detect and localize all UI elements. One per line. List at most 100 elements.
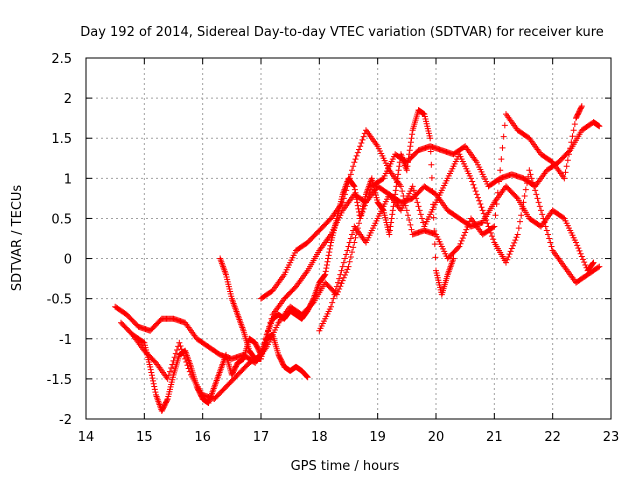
data-point [386, 231, 393, 238]
data-point [463, 226, 470, 233]
data-point [574, 242, 581, 249]
data-point [493, 201, 500, 208]
y-tick-label: 2.5 [51, 52, 72, 67]
data-point [356, 220, 362, 227]
data-point [345, 179, 352, 186]
data-point [519, 205, 526, 212]
data-point [304, 374, 311, 381]
data-point [408, 226, 415, 233]
data-point [323, 265, 330, 272]
data-point [140, 338, 147, 345]
data-point [582, 261, 589, 268]
data-point [492, 212, 499, 219]
y-tick-label: 0.5 [51, 212, 72, 227]
data-point [354, 199, 361, 206]
data-point [524, 180, 530, 187]
data-point [323, 261, 330, 268]
data-point [147, 366, 154, 373]
y-tick-label: 1.5 [51, 132, 72, 147]
data-point [349, 231, 355, 238]
data-point [432, 254, 439, 261]
data-point [469, 178, 476, 185]
data-point [359, 136, 366, 143]
data-point [147, 363, 154, 370]
x-tick-label: 18 [311, 430, 328, 445]
data-point [415, 203, 422, 210]
data-point [164, 375, 171, 382]
series-track-5 [258, 103, 585, 302]
data-point [539, 211, 546, 218]
data-point [511, 239, 518, 246]
y-axis-label: SDTVAR / TECUs [10, 185, 25, 292]
data-point [151, 383, 158, 390]
data-point [177, 342, 184, 349]
x-tick-label: 23 [603, 430, 620, 445]
data-point [535, 199, 542, 206]
data-point [343, 187, 350, 194]
data-point [412, 191, 418, 198]
data-point [461, 232, 467, 239]
data-point [428, 174, 435, 181]
data-point [491, 223, 498, 230]
data-point [406, 147, 413, 154]
data-point [392, 187, 399, 194]
data-point [408, 135, 415, 142]
data-point [357, 143, 364, 150]
data-point [410, 187, 417, 194]
data-point [339, 199, 346, 206]
x-axis-label: GPS time / hours [291, 459, 400, 474]
data-point [573, 239, 579, 246]
data-point [541, 219, 548, 226]
data-point [406, 151, 413, 158]
data-point [520, 199, 527, 206]
data-point [458, 237, 465, 244]
data-point [473, 191, 480, 198]
data-point [353, 152, 360, 159]
data-point [354, 149, 361, 156]
data-point [403, 167, 410, 174]
data-point [403, 207, 410, 214]
data-point [465, 221, 472, 228]
data-point [567, 145, 574, 152]
data-point [330, 295, 337, 302]
data-point [534, 195, 541, 202]
data-point [389, 207, 396, 214]
data-point [347, 235, 354, 242]
data-point [352, 189, 359, 196]
data-point [340, 274, 347, 281]
data-point [322, 271, 329, 278]
data-point [351, 159, 358, 166]
data-point [343, 269, 350, 276]
data-point [470, 181, 477, 188]
data-point [570, 127, 577, 134]
data-point [507, 248, 514, 255]
data-point [407, 139, 414, 146]
data-point [475, 194, 481, 201]
data-point [457, 240, 464, 247]
data-point [578, 104, 585, 111]
data-point [353, 196, 360, 203]
data-point [352, 156, 359, 163]
data-point [388, 219, 395, 226]
x-tick-label: 20 [428, 430, 445, 445]
data-point [389, 211, 396, 218]
data-point [325, 252, 332, 259]
series-track-3 [129, 331, 311, 414]
data-point [428, 161, 435, 168]
data-point [536, 203, 543, 210]
data-point [596, 263, 603, 270]
data-point [468, 175, 474, 182]
data-point [513, 194, 520, 201]
data-point [529, 179, 536, 186]
data-point [577, 250, 584, 257]
data-point [576, 247, 583, 254]
data-point [327, 242, 334, 249]
data-point [578, 103, 585, 110]
x-tick-label: 14 [78, 430, 95, 445]
data-point [464, 223, 471, 230]
data-point [354, 202, 361, 209]
data-point [545, 231, 551, 238]
data-point [360, 133, 367, 140]
data-point [498, 156, 505, 163]
